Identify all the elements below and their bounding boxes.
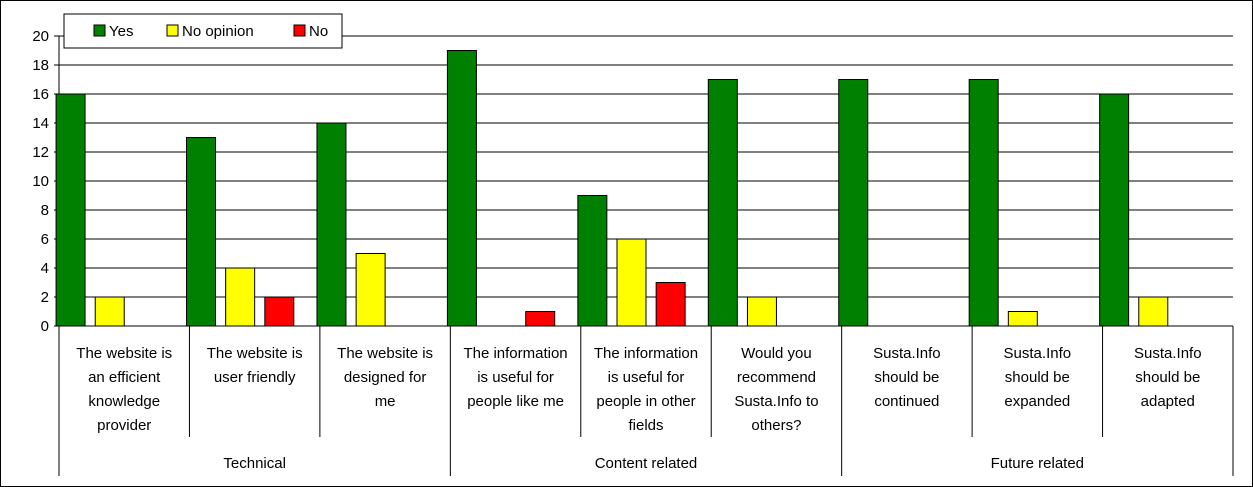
bar-yes xyxy=(446,50,477,327)
legend-label: No opinion xyxy=(182,23,254,40)
legend-swatch-no xyxy=(293,24,306,37)
y-tick-label: 18 xyxy=(32,57,49,74)
category-label: The information is useful for people like … xyxy=(463,345,567,410)
bar-yes xyxy=(316,122,347,327)
y-tick-label: 2 xyxy=(41,289,49,306)
bar-no-opinion xyxy=(94,296,125,327)
bar-no xyxy=(525,311,556,327)
y-tick-label: 0 xyxy=(41,318,49,335)
x-axis: The website is an efficient knowledge provi… xyxy=(58,325,1234,476)
bar-yes xyxy=(1099,93,1130,327)
bar-no-opinion xyxy=(355,253,386,327)
bar-yes xyxy=(577,195,608,327)
bar-yes xyxy=(707,79,738,327)
bar-no xyxy=(655,282,686,327)
bar-no-opinion xyxy=(616,238,647,327)
y-tick-label: 20 xyxy=(32,28,49,45)
bar-no-opinion xyxy=(225,267,256,327)
category-label: The information is useful for people in ot… xyxy=(594,345,698,434)
legend-swatch-yes xyxy=(93,24,106,37)
legend-label: No xyxy=(309,23,328,40)
group-label: Technical xyxy=(223,455,286,472)
bar-no-opinion xyxy=(1007,311,1038,327)
bar-yes xyxy=(186,137,217,327)
bar-no-opinion xyxy=(1138,296,1169,327)
bars xyxy=(55,50,1169,327)
category-label: Susta.Info should be expanded xyxy=(1004,345,1072,410)
legend-label: Yes xyxy=(109,23,133,40)
bar-yes xyxy=(838,79,869,327)
group-label: Content related xyxy=(595,455,698,472)
category-label: Susta.Info should be adapted xyxy=(1134,345,1202,410)
bar-no-opinion xyxy=(746,296,777,327)
y-tick-label: 16 xyxy=(32,86,49,103)
y-tick-label: 4 xyxy=(41,260,49,277)
y-tick-label: 8 xyxy=(41,202,49,219)
category-label: The website is user friendly xyxy=(207,345,303,386)
group-label: Future related xyxy=(991,455,1084,472)
bar-no xyxy=(264,296,295,327)
y-tick-label: 12 xyxy=(32,144,49,161)
bar-yes xyxy=(968,79,999,327)
bar-yes xyxy=(55,93,86,327)
y-tick-label: 10 xyxy=(32,173,49,190)
y-tick-label: 14 xyxy=(32,115,49,132)
category-label: The website is designed for me xyxy=(337,345,433,410)
category-label: Susta.Info should be continued xyxy=(873,345,941,410)
legend: Yes No opinion No xyxy=(63,13,343,49)
legend-swatch-no-opinion xyxy=(166,24,179,37)
y-tick-label: 6 xyxy=(41,231,49,248)
category-label: The website is an efficient knowledge provi… xyxy=(76,345,172,434)
category-label: Would you recommend Susta.Info to others? xyxy=(734,345,818,434)
